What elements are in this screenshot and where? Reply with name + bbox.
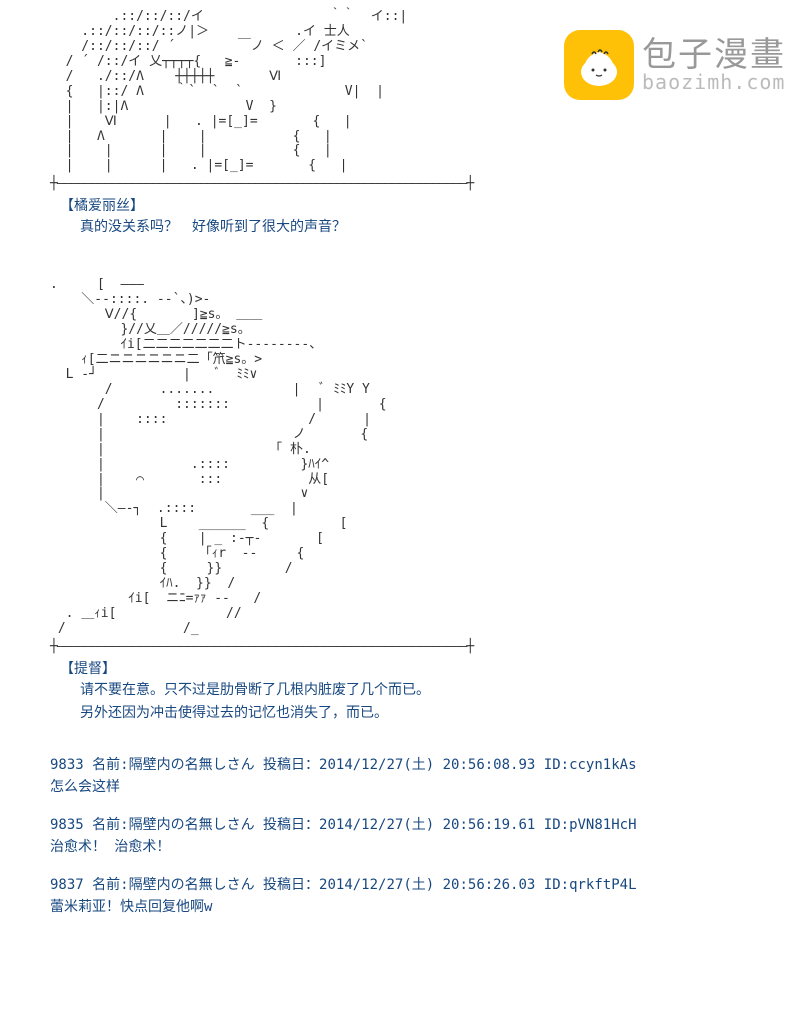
comment-name: 名前:隔壁内の名無しさん [92, 757, 254, 773]
comment-date: 2014/12/27(土) 20:56:08.93 [319, 757, 535, 773]
comment-name: 名前:隔壁内の名無しさん [92, 877, 254, 893]
divider-2: ┼―――――――――――――――――――――――――――――――――――――――… [50, 639, 756, 654]
comment-date: 2014/12/27(土) 20:56:19.61 [319, 817, 535, 833]
comment-date-label: 投稿日： [263, 817, 319, 833]
comment-block: 9833 名前:隔壁内の名無しさん 投稿日：2014/12/27(土) 20:5… [50, 754, 756, 916]
comment-header: 9835 名前:隔壁内の名無しさん 投稿日：2014/12/27(土) 20:5… [50, 814, 756, 834]
character-name-1: 【橘爱丽丝】 [60, 195, 756, 215]
comment-date-label: 投稿日： [263, 757, 319, 773]
comment-id: qrkftP4L [569, 877, 636, 893]
comment-body: 治愈术！ 治愈术！ [50, 836, 756, 856]
steamed-bun-icon [574, 40, 624, 90]
watermark-text-block: 包子漫畫 baozimh.com [642, 38, 786, 92]
dialogue-2-line2: 另外还因为冲击使得过去的记忆也消失了，而已。 [80, 703, 756, 724]
comment-name: 名前:隔壁内の名無しさん [92, 817, 254, 833]
watermark-title: 包子漫畫 [642, 38, 786, 72]
bun-icon [564, 30, 634, 100]
comment-body: 怎么会这样 [50, 776, 756, 796]
comment: 9837 名前:隔壁内の名無しさん 投稿日：2014/12/27(土) 20:5… [50, 874, 756, 916]
comment-id: ccyn1kAs [569, 757, 636, 773]
comment-date-label: 投稿日： [263, 877, 319, 893]
comment-header: 9833 名前:隔壁内の名無しさん 投稿日：2014/12/27(土) 20:5… [50, 754, 756, 774]
divider-1: ┼―――――――――――――――――――――――――――――――――――――――… [50, 176, 756, 191]
comment-id-label: ID: [544, 877, 569, 893]
watermark-url: baozimh.com [642, 72, 786, 92]
comment-id: pVN81HcH [569, 817, 636, 833]
dialogue-2-line1: 请不要在意。只不过是肋骨断了几根内脏废了几个而已。 [80, 680, 756, 701]
comment-number: 9835 [50, 817, 84, 833]
comment-header: 9837 名前:隔壁内の名無しさん 投稿日：2014/12/27(土) 20:5… [50, 874, 756, 894]
ascii-art-2: . [ ――― ＼--::::. --`、)>- Ⅴ//{ ]≧s。 ＿＿ }/… [50, 278, 756, 637]
comment-number: 9833 [50, 757, 84, 773]
watermark: 包子漫畫 baozimh.com [564, 30, 786, 100]
comment-date: 2014/12/27(土) 20:56:26.03 [319, 877, 535, 893]
comment: 9833 名前:隔壁内の名無しさん 投稿日：2014/12/27(土) 20:5… [50, 754, 756, 796]
comment-id-label: ID: [544, 817, 569, 833]
comment-id-label: ID: [544, 757, 569, 773]
comment-body: 蕾米莉亚！快点回复他啊w [50, 896, 756, 916]
character-name-2: 【提督】 [60, 658, 756, 678]
comment-number: 9837 [50, 877, 84, 893]
comment: 9835 名前:隔壁内の名無しさん 投稿日：2014/12/27(土) 20:5… [50, 814, 756, 856]
dialogue-1: 真的没关系吗？ 好像听到了很大的声音？ [80, 217, 756, 238]
